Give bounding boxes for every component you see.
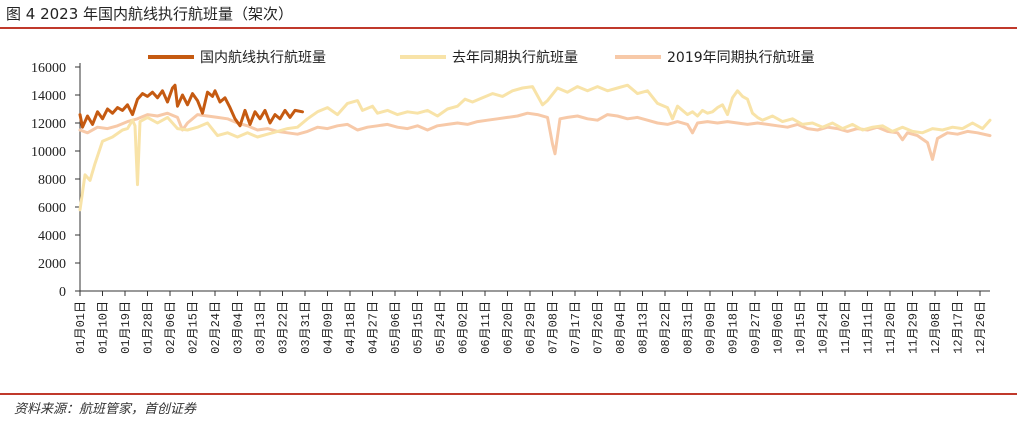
x-tick-label: 02月06日 xyxy=(164,301,178,354)
series-line-2 xyxy=(78,111,992,161)
x-tick-label: 07月26日 xyxy=(592,301,606,354)
y-tick-label: 8000 xyxy=(38,173,66,188)
x-tick-label: 03月31日 xyxy=(299,301,313,354)
x-tick-label: 04月27日 xyxy=(367,301,381,354)
x-tick-label: 08月04日 xyxy=(614,301,628,354)
legend: 国内航线执行航班量 去年同期执行航班量 2019年同期执行航班量 xyxy=(148,50,815,66)
legend-label-0: 国内航线执行航班量 xyxy=(200,50,326,66)
x-tick-label: 06月29日 xyxy=(524,301,538,354)
x-tick-label: 02月15日 xyxy=(187,301,201,354)
x-axis: 01月01日 01月10日 01月19日 01月28日 02月06日 02月15日 02月2… xyxy=(74,290,990,354)
x-tick-label: 08月31日 xyxy=(682,301,696,354)
x-tick-label: 02月24日 xyxy=(209,301,223,354)
x-tick-label: 12月26日 xyxy=(974,301,988,354)
x-tick-label: 03月13日 xyxy=(254,301,268,354)
y-axis: 0 2000 4000 6000 8000 10000 12000 14000 16000 xyxy=(31,61,81,300)
x-tick-label: 07月08日 xyxy=(547,301,561,354)
x-tick-label: 06月11日 xyxy=(479,301,493,354)
x-tick-label: 05月15日 xyxy=(412,301,426,354)
x-tick-label: 01月01日 xyxy=(74,301,88,354)
x-tick-label: 10月06日 xyxy=(772,301,786,354)
y-tick-label: 2000 xyxy=(38,257,66,272)
x-tick-label: 06月20日 xyxy=(502,301,516,354)
x-tick-label: 01月10日 xyxy=(97,301,111,354)
x-tick-label: 12月08日 xyxy=(929,301,943,354)
legend-label-1: 去年同期执行航班量 xyxy=(452,50,578,66)
x-tick-label: 08月13日 xyxy=(637,301,651,354)
x-tick-label: 09月27日 xyxy=(749,301,763,354)
x-tick-label: 07月17日 xyxy=(569,301,583,354)
x-tick-label: 05月06日 xyxy=(389,301,403,354)
x-tick-label: 11月20日 xyxy=(884,301,898,354)
y-tick-label: 12000 xyxy=(31,117,66,132)
y-tick-label: 16000 xyxy=(31,61,66,76)
x-tick-label: 10月15日 xyxy=(794,301,808,354)
x-tick-label: 11月02日 xyxy=(839,301,853,354)
x-tick-label: 01月19日 xyxy=(119,301,133,354)
chart-title: 图 4 2023 年国内航线执行航班量（架次） xyxy=(6,5,294,23)
x-tick-label: 09月18日 xyxy=(727,301,741,354)
series-line-1 xyxy=(78,83,992,212)
series-line-0 xyxy=(78,83,304,129)
x-tick-label: 03月22日 xyxy=(277,301,291,354)
footer-divider xyxy=(0,393,1017,395)
title-divider xyxy=(0,27,1017,29)
y-tick-label: 0 xyxy=(59,285,66,300)
y-tick-label: 6000 xyxy=(38,201,66,216)
y-tick-label: 4000 xyxy=(38,229,66,244)
series-layer xyxy=(78,83,992,212)
line-chart: 0 2000 4000 6000 8000 10000 12000 14000 16000 01… xyxy=(31,50,992,354)
y-tick-label: 14000 xyxy=(31,89,66,104)
x-tick-label: 01月28日 xyxy=(142,301,156,354)
legend-label-2: 2019年同期执行航班量 xyxy=(667,50,815,66)
x-tick-label: 11月11日 xyxy=(862,301,876,354)
x-tick-label: 03月04日 xyxy=(232,301,246,354)
x-tick-label: 06月02日 xyxy=(457,301,471,354)
y-tick-label: 10000 xyxy=(31,145,66,160)
source-note: 资料来源：航班管家，首创证券 xyxy=(14,402,197,417)
x-tick-label: 09月09日 xyxy=(704,301,718,354)
x-tick-label: 08月22日 xyxy=(659,301,673,354)
x-tick-label: 04月18日 xyxy=(344,301,358,354)
x-tick-label: 10月24日 xyxy=(817,301,831,354)
x-tick-label: 12月17日 xyxy=(952,301,966,354)
x-tick-label: 04月09日 xyxy=(322,301,336,354)
x-tick-label: 05月24日 xyxy=(434,301,448,354)
x-tick-label: 11月29日 xyxy=(907,301,921,354)
